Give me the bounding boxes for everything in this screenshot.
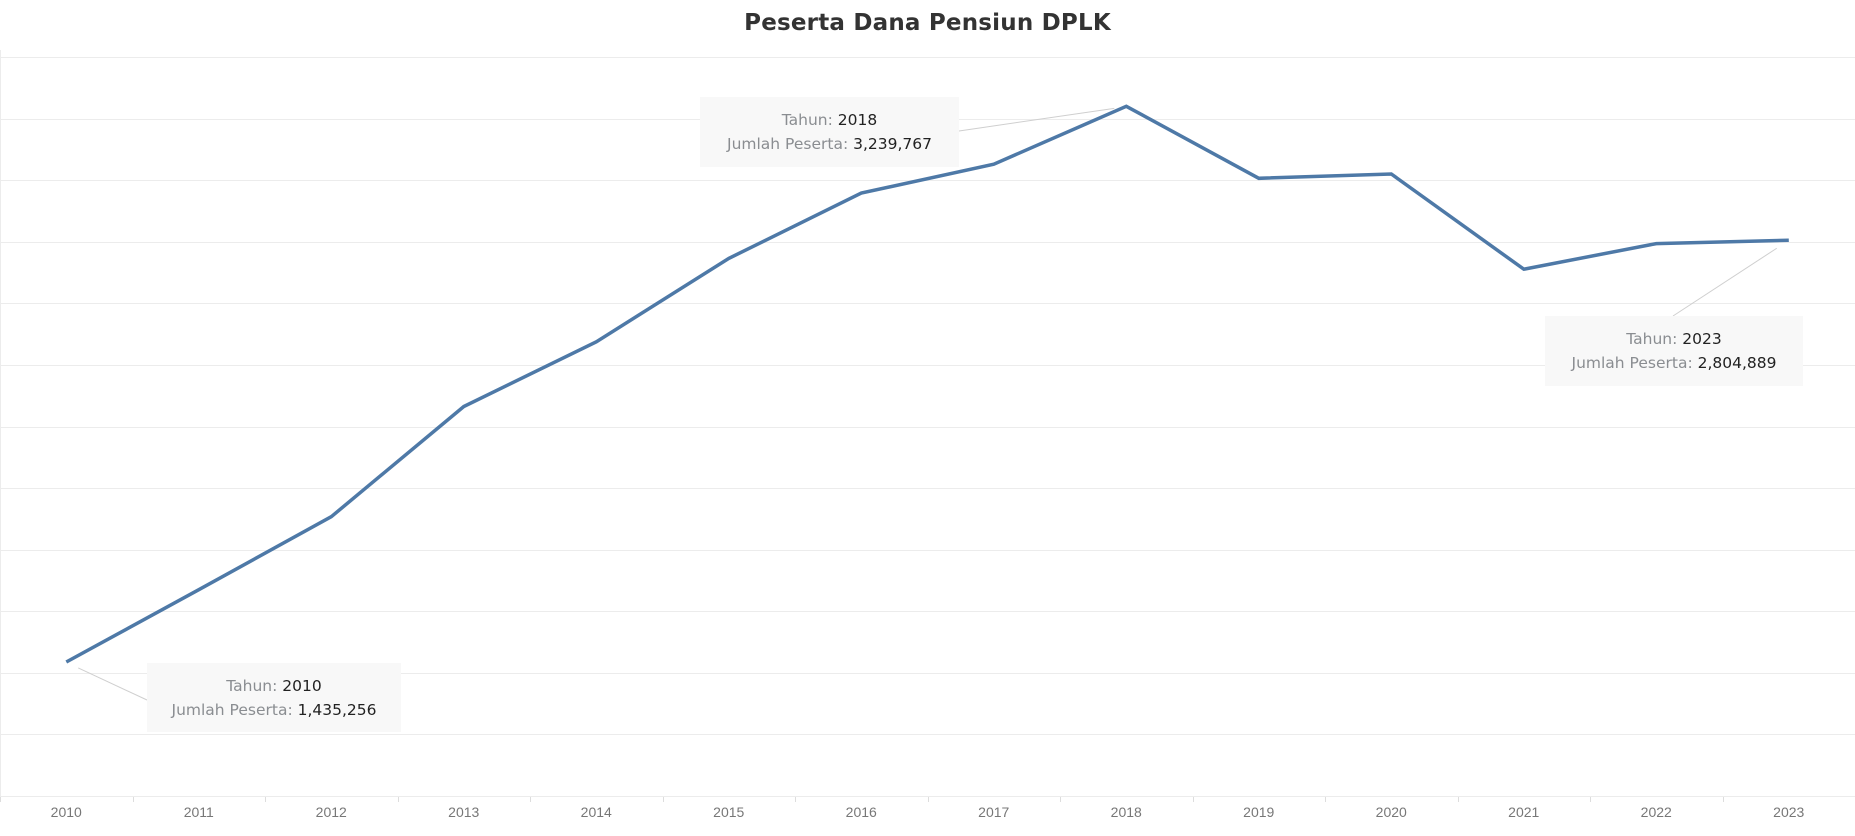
- x-axis-label: 2022: [1640, 804, 1672, 820]
- annotation-jumlah-value: 2,804,889: [1697, 354, 1777, 372]
- annotation-jumlah-value: 3,239,767: [853, 135, 932, 153]
- annotation-connector: [78, 667, 148, 701]
- x-axis-label: 2017: [978, 804, 1010, 820]
- x-axis-label: 2015: [713, 804, 745, 820]
- annotation-tahun-label: Tahun:: [226, 677, 278, 695]
- annotation-tahun-value: 2010: [282, 677, 322, 695]
- chart-title: Peserta Dana Pensiun DPLK: [744, 10, 1111, 36]
- annotation-2023: Tahun: 2023 Jumlah Peserta: 2,804,889: [1545, 316, 1803, 386]
- x-axis-label: 2020: [1375, 804, 1407, 820]
- annotation-connector: [958, 107, 1115, 132]
- annotation-jumlah-label: Jumlah Peserta:: [171, 701, 293, 719]
- annotation-jumlah-value: 1,435,256: [297, 701, 377, 719]
- annotation-2018: Tahun: 2018 Jumlah Peserta: 3,239,767: [700, 97, 959, 167]
- annotation-tahun-label: Tahun:: [781, 111, 833, 129]
- annotation-connectors: [78, 107, 1778, 701]
- series-line-jumlah-peserta[interactable]: [65, 104, 1789, 664]
- x-axis-label: 2023: [1773, 804, 1805, 820]
- annotation-connector: [1672, 247, 1778, 317]
- annotation-jumlah-label: Jumlah Peserta:: [1571, 354, 1693, 372]
- annotation-jumlah-label: Jumlah Peserta:: [727, 135, 849, 153]
- x-axis-label: 2021: [1508, 804, 1540, 820]
- x-axis: [0, 797, 1724, 802]
- annotation-2010: Tahun: 2010 Jumlah Peserta: 1,435,256: [147, 663, 401, 732]
- x-axis-label: 2013: [448, 804, 480, 820]
- x-axis-label: 2010: [50, 804, 82, 820]
- x-axis-label: 2012: [315, 804, 347, 820]
- annotation-tahun-value: 2018: [837, 111, 878, 129]
- x-axis-label: 2018: [1110, 804, 1142, 820]
- x-axis-label: 2019: [1243, 804, 1275, 820]
- x-axis-label: 2011: [183, 804, 214, 820]
- x-axis-label: 2014: [580, 804, 612, 820]
- x-axis-label: 2016: [845, 804, 877, 820]
- annotation-tahun-label: Tahun:: [1626, 330, 1678, 348]
- annotation-tahun-value: 2023: [1682, 330, 1722, 348]
